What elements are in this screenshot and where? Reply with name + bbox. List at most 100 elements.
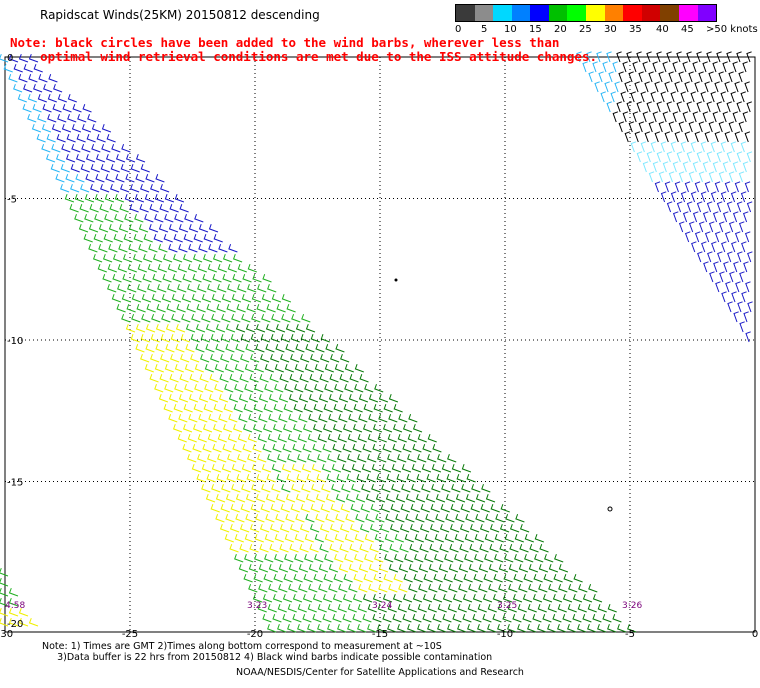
wind-barb bbox=[46, 134, 56, 143]
wind-barb bbox=[105, 174, 115, 183]
wind-barb bbox=[696, 151, 703, 163]
wind-barb bbox=[498, 584, 508, 593]
wind-barb bbox=[472, 594, 483, 603]
wind-barb bbox=[265, 324, 276, 333]
wind-barb bbox=[347, 624, 357, 633]
wind-barb bbox=[295, 494, 306, 503]
wind-barb bbox=[162, 254, 173, 263]
wind-barb bbox=[177, 264, 187, 273]
wind-barb bbox=[528, 584, 538, 593]
wind-barb bbox=[150, 334, 160, 343]
wind-barb bbox=[270, 354, 280, 363]
wind-barb bbox=[265, 344, 275, 353]
wind-barb bbox=[174, 214, 184, 223]
wind-barb bbox=[404, 534, 414, 543]
wind-barb bbox=[281, 294, 292, 303]
wind-barb bbox=[95, 174, 105, 183]
wind-barb bbox=[395, 514, 405, 523]
wind-barb bbox=[272, 444, 282, 453]
wind-barb bbox=[100, 184, 110, 193]
wind-barb bbox=[252, 274, 262, 283]
wind-barb bbox=[317, 454, 327, 463]
wind-barb bbox=[156, 304, 166, 313]
wind-barb bbox=[704, 81, 710, 93]
wind-barb bbox=[688, 221, 695, 233]
wind-barb bbox=[23, 64, 33, 73]
wind-barb bbox=[412, 594, 423, 603]
wind-barb bbox=[293, 404, 303, 413]
wind-barb bbox=[342, 594, 353, 603]
wind-barb bbox=[638, 71, 644, 83]
wind-barb bbox=[582, 614, 592, 623]
wind-barb bbox=[435, 494, 446, 503]
wind-barb bbox=[445, 494, 456, 503]
wind-barb bbox=[164, 194, 175, 203]
wind-barb bbox=[37, 114, 47, 123]
wind-barb bbox=[297, 604, 307, 613]
wind-barb bbox=[279, 524, 290, 533]
wind-barb bbox=[239, 374, 249, 383]
wind-barb bbox=[618, 121, 625, 133]
wind-barb bbox=[318, 564, 329, 573]
wind-barb bbox=[708, 171, 715, 183]
wind-barb bbox=[18, 618, 29, 627]
wind-barb bbox=[612, 111, 619, 123]
wind-barb bbox=[489, 544, 499, 553]
wind-barb bbox=[214, 364, 224, 373]
wind-barb bbox=[150, 184, 160, 193]
wind-barb bbox=[312, 424, 323, 433]
wind-barb bbox=[733, 311, 739, 323]
wind-barb bbox=[253, 404, 263, 413]
wind-barb bbox=[47, 114, 57, 123]
wind-barb bbox=[444, 554, 454, 563]
wind-barb bbox=[357, 454, 367, 463]
wind-barb bbox=[731, 241, 737, 253]
wind-barb bbox=[588, 584, 598, 593]
wind-barb bbox=[251, 314, 261, 323]
wind-barb bbox=[264, 384, 274, 393]
legend-swatch bbox=[567, 5, 587, 21]
wind-barb bbox=[315, 494, 326, 503]
wind-barb bbox=[248, 414, 258, 423]
wind-barb bbox=[499, 524, 510, 533]
wind-barb bbox=[224, 364, 234, 373]
wind-barb bbox=[474, 534, 484, 543]
wind-barb bbox=[445, 514, 455, 523]
wind-barb bbox=[411, 464, 422, 473]
wind-barb bbox=[245, 344, 255, 353]
wind-barb bbox=[274, 534, 284, 543]
wind-barb bbox=[524, 554, 534, 563]
wind-barb bbox=[338, 564, 349, 573]
wind-barb bbox=[205, 494, 216, 503]
wind-barb bbox=[730, 141, 737, 153]
wind-barb bbox=[295, 344, 305, 353]
wind-barb bbox=[682, 211, 689, 223]
wind-barb bbox=[714, 231, 721, 243]
wind-barb bbox=[368, 564, 379, 573]
wind-barb bbox=[650, 141, 657, 153]
wind-barb bbox=[308, 414, 318, 423]
wind-barb bbox=[197, 434, 207, 443]
wind-barb bbox=[241, 314, 251, 323]
wind-barb bbox=[466, 474, 476, 483]
wind-barb bbox=[407, 434, 417, 443]
wind-barb bbox=[417, 454, 427, 463]
wind-barb bbox=[336, 474, 346, 483]
wind-barb bbox=[722, 111, 729, 123]
wind-barb bbox=[154, 384, 164, 393]
legend-swatch bbox=[511, 5, 531, 21]
wind-barb bbox=[255, 324, 266, 333]
wind-barb bbox=[398, 414, 408, 423]
wind-barb bbox=[274, 554, 284, 563]
wind-barb bbox=[262, 274, 272, 283]
wind-barb bbox=[75, 154, 86, 163]
wind-barb bbox=[266, 474, 276, 483]
wind-barb bbox=[738, 71, 744, 83]
wind-barb bbox=[455, 514, 465, 523]
wind-barb bbox=[716, 101, 722, 113]
wind-barb bbox=[638, 121, 645, 133]
wind-barb bbox=[438, 584, 448, 593]
wind-barb bbox=[37, 94, 47, 103]
wind-barb bbox=[380, 504, 390, 513]
wind-barb bbox=[181, 314, 191, 323]
